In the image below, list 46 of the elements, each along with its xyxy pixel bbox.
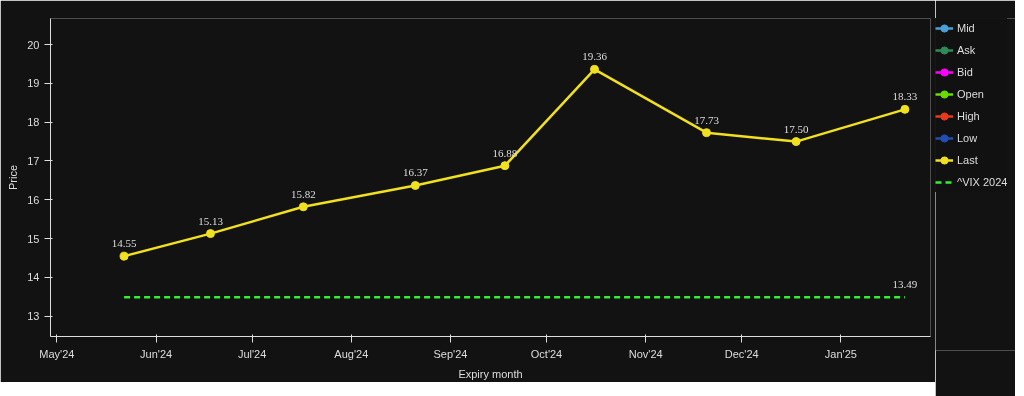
y-tick-label: 14	[27, 271, 40, 284]
y-axis-title: Price	[7, 164, 20, 191]
point	[298, 202, 308, 212]
legend-label: Open	[957, 88, 984, 100]
point	[500, 161, 510, 171]
legend-label: ^VIX 2024	[957, 176, 1008, 188]
point	[410, 180, 420, 190]
legend-label: High	[957, 110, 980, 122]
data-label: 13.49	[892, 278, 918, 291]
x-tick-label: Jan'25	[824, 347, 857, 360]
point	[119, 251, 129, 261]
legend-label: Mid	[957, 22, 976, 34]
data-label: 18.33	[892, 90, 918, 103]
data-label: 17.73	[694, 113, 720, 126]
x-tick-label: Dec'24	[724, 347, 759, 360]
point	[702, 128, 711, 138]
data-label: 15.82	[290, 187, 316, 200]
y-tick-label: 13	[27, 310, 40, 323]
data-label: 14.55	[111, 237, 137, 250]
legend-label: Last	[957, 154, 978, 166]
y-tick-label: 17	[27, 155, 40, 167]
data-label: 16.88	[492, 146, 518, 159]
x-tick-label: Sep'24	[433, 347, 468, 360]
x-tick-label: May'24	[39, 347, 75, 360]
data-label: 19.36	[582, 50, 608, 63]
y-tick-label: 19	[27, 77, 40, 90]
data-label: 16.37	[402, 166, 429, 179]
point	[791, 137, 801, 147]
legend-label: Ask	[957, 44, 977, 56]
x-tick-label: Jun'24	[140, 347, 173, 360]
x-tick-label: Aug'24	[334, 347, 369, 360]
legend-label: Bid	[957, 66, 974, 78]
y-tick-label: 15	[27, 232, 40, 245]
data-label: 17.50	[783, 122, 809, 135]
legend-label: Low	[957, 132, 978, 144]
point	[590, 64, 599, 74]
y-tick-label: 20	[27, 38, 40, 51]
data-label: 15.13	[198, 214, 224, 227]
x-tick-label: Jul'24	[237, 347, 267, 360]
x-tick-label: Nov'24	[628, 347, 663, 360]
y-tick-label: 18	[27, 116, 40, 129]
y-tick-label: 16	[27, 193, 40, 206]
x-axis-title: Expiry month	[458, 367, 523, 380]
point	[206, 229, 215, 239]
x-tick-label: Oct'24	[530, 347, 563, 360]
point	[900, 104, 910, 114]
